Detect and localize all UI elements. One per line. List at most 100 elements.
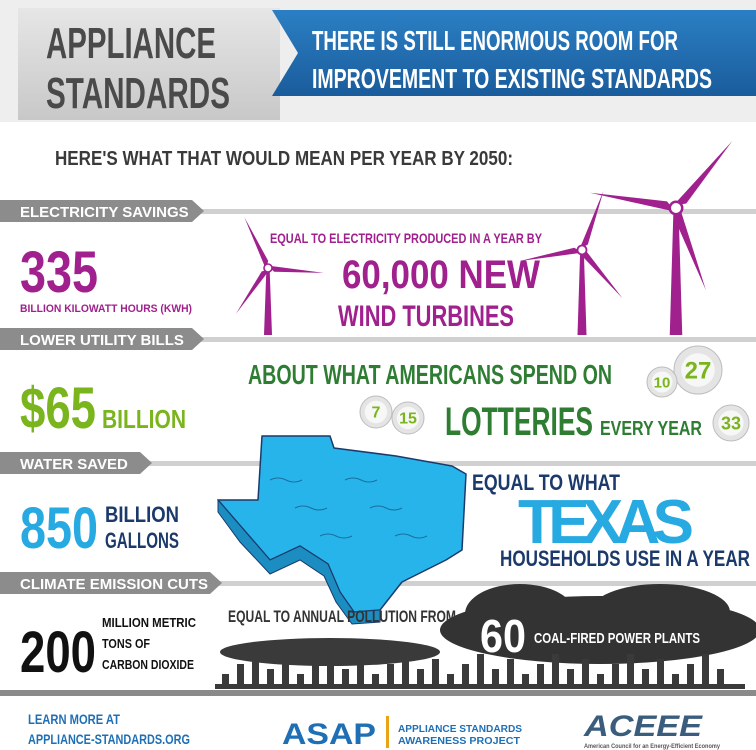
comparison: WIND TURBINES — [338, 300, 514, 333]
learn-more-url: APPLIANCE-STANDARDS.ORG — [28, 731, 190, 747]
comparison: EVERY YEAR — [600, 418, 702, 440]
smokestack — [222, 674, 229, 688]
turbine-blade — [583, 248, 623, 299]
smokestack — [312, 664, 319, 688]
smokestack — [642, 669, 649, 688]
smokestack — [477, 654, 484, 688]
smokestack — [432, 659, 439, 688]
ball-face — [651, 371, 673, 393]
label-bar — [0, 328, 204, 350]
turbine-blade — [519, 247, 583, 261]
water-ripple — [369, 505, 403, 511]
smokestack — [282, 659, 289, 688]
smokestack — [462, 664, 469, 688]
label-rule — [0, 337, 756, 342]
wind-turbine — [589, 140, 733, 335]
ball-face — [364, 400, 388, 424]
smokestack — [507, 659, 514, 688]
turbine-blade — [673, 140, 733, 206]
ball-number: 27 — [685, 357, 712, 384]
texas-side — [217, 498, 381, 625]
smokestack — [597, 674, 604, 688]
ball-number: 10 — [654, 374, 671, 391]
comparison: EQUAL TO WHAT — [472, 470, 620, 495]
asap-logo: ASAP — [282, 718, 376, 750]
section-label: CLIMATE EMISSION CUTS — [20, 576, 208, 593]
turbine-blade — [268, 265, 324, 273]
ground — [215, 684, 745, 689]
unit: CARBON DIOXIDE — [102, 657, 194, 672]
smokestack — [522, 674, 529, 688]
label-bar — [0, 200, 204, 222]
water-ripple — [294, 505, 328, 511]
comparison-highlight: 60 — [480, 610, 526, 662]
asap-name: AWARENESS PROJECT — [398, 736, 520, 747]
comparison-highlight: TEXAS — [518, 488, 694, 557]
smokestack — [612, 664, 619, 688]
turbine-blade — [244, 217, 269, 270]
ball-number: 33 — [721, 413, 741, 433]
smokestack — [492, 669, 499, 688]
turbine-blade — [235, 269, 270, 314]
smokestack — [342, 669, 349, 688]
smokestack — [552, 654, 559, 688]
ball-number: 7 — [372, 405, 381, 422]
comparison-highlight: LOTTERIES — [445, 400, 593, 444]
smokestack — [567, 669, 574, 688]
smokestack — [372, 674, 379, 688]
smoke-cloud — [220, 638, 440, 666]
turbine-hub — [668, 200, 684, 216]
intro: HERE'S WHAT THAT WOULD MEAN PER YEAR BY … — [55, 148, 513, 170]
water-ripple — [269, 477, 303, 483]
ball-number: 15 — [399, 411, 417, 428]
ball-face — [681, 353, 715, 387]
smokestack — [402, 654, 409, 688]
label-bar — [0, 572, 222, 594]
amount: 335 — [20, 240, 98, 305]
footer-divider — [0, 690, 756, 696]
smokestack — [582, 659, 589, 688]
turbine-tower — [577, 250, 587, 335]
smokestack — [717, 669, 724, 688]
smokestack — [672, 674, 679, 688]
smokestack — [537, 664, 544, 688]
title-line: STANDARDS — [46, 69, 230, 118]
smokestack — [327, 654, 334, 688]
smokestack — [627, 654, 634, 688]
unit: BILLION KILOWATT HOURS (KWH) — [20, 303, 192, 315]
smokestack — [252, 654, 259, 688]
section-label: ELECTRICITY SAVINGS — [20, 204, 189, 221]
smokestack — [297, 674, 304, 688]
ball-face — [396, 406, 420, 430]
turbine-tower — [669, 208, 683, 335]
aceee-logo: ACEEE — [583, 710, 703, 743]
unit: BILLION — [105, 502, 179, 527]
learn-more: LEARN MORE AT — [28, 711, 120, 727]
turbine-hub — [263, 263, 273, 273]
smoke-cloud — [590, 584, 730, 640]
unit: GALLONS — [105, 528, 179, 553]
smokestack — [657, 659, 664, 688]
unit: TONS OF — [102, 636, 150, 651]
unit: MILLION METRIC — [102, 615, 197, 630]
smokestack — [417, 669, 424, 688]
comparison: COAL-FIRED POWER PLANTS — [534, 630, 700, 647]
amount: $65 — [20, 376, 96, 441]
turbine-tower — [264, 268, 272, 335]
water-ripple — [319, 533, 353, 539]
comparison: EQUAL TO ELECTRICITY PRODUCED IN A YEAR … — [270, 230, 543, 246]
banner-line: IMPROVEMENT TO EXISTING STANDARDS — [312, 63, 712, 94]
smokestack — [447, 674, 454, 688]
unit: BILLION — [102, 404, 186, 434]
smokestack — [387, 664, 394, 688]
smokestack — [702, 654, 709, 688]
wind-turbine — [519, 190, 623, 335]
smokestack — [237, 664, 244, 688]
banner-panel — [272, 10, 756, 96]
comparison: EQUAL TO ANNUAL POLLUTION FROM — [228, 607, 456, 626]
turbine-blade — [579, 190, 604, 250]
aceee-name: American Council for an Energy-Efficient… — [584, 744, 721, 750]
ball-face — [718, 410, 744, 436]
turbine-blade — [674, 206, 706, 291]
